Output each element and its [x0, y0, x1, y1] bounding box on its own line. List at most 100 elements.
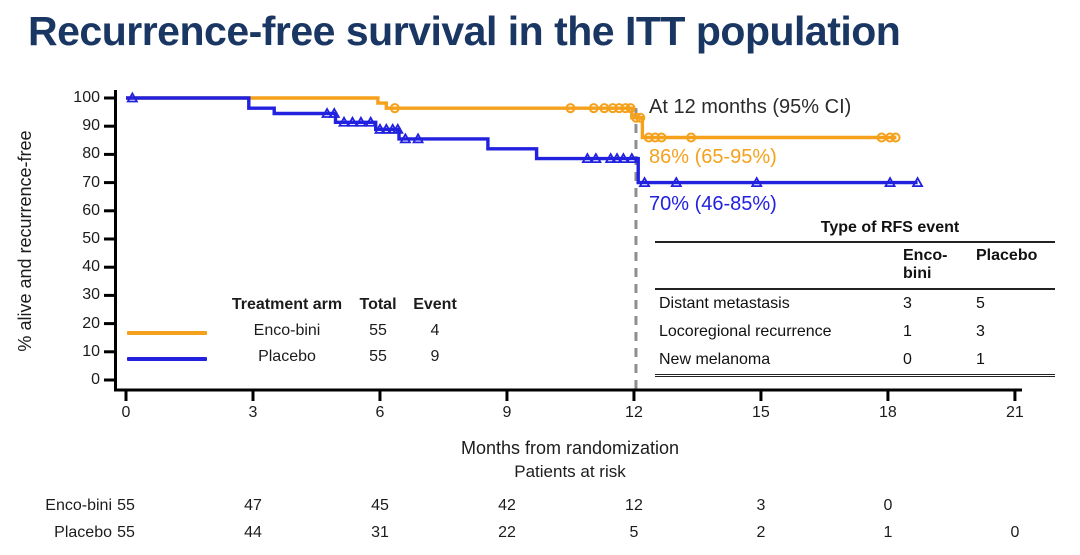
censor-circle-encobini — [686, 132, 697, 143]
legend-event-encobini: 4 — [430, 322, 440, 339]
risk-value: 1 — [883, 524, 893, 541]
rfs-row-label: Locoregional recurrence — [659, 323, 832, 341]
censor-circle-encobini — [389, 103, 400, 114]
risk-row-label: Placebo — [54, 524, 112, 541]
page-title: Recurrence-free survival in the ITT popu… — [28, 8, 901, 54]
legend-label-placebo: Placebo — [258, 348, 316, 365]
x-tick-label: 0 — [121, 404, 131, 421]
risk-value: 0 — [883, 497, 893, 514]
censor-circle-encobini — [588, 103, 599, 114]
censor-triangle-placebo — [884, 176, 897, 187]
rfs-table-row: Locoregional recurrence 1 3 — [655, 318, 1055, 346]
rfs-value-encobini: 3 — [903, 295, 912, 313]
risk-value: 0 — [1010, 524, 1020, 541]
placebo-curve — [126, 96, 918, 185]
rfs-row-label: New melanoma — [659, 351, 771, 369]
censor-triangle-placebo — [604, 152, 617, 164]
legend-swatch-placebo — [127, 357, 207, 361]
risk-row-label: Enco-bini — [45, 497, 112, 514]
rfs-value-encobini: 0 — [903, 351, 912, 369]
risk-value: 42 — [498, 497, 516, 514]
censor-triangle-placebo — [346, 115, 359, 127]
x-axis-title: Months from randomization — [460, 438, 680, 458]
risk-value: 31 — [371, 524, 389, 541]
x-tick-label: 12 — [625, 404, 643, 421]
rfs-value-placebo: 1 — [976, 351, 985, 369]
censor-circle-encobini — [620, 103, 631, 114]
censor-triangle-placebo — [399, 132, 412, 144]
censor-triangle-placebo — [638, 176, 651, 187]
risk-value: 22 — [498, 524, 516, 541]
censor-triangle-placebo — [911, 176, 924, 187]
risk-value: 3 — [756, 497, 766, 514]
censor-circle-encobini — [607, 103, 618, 114]
x-tick-label: 3 — [248, 404, 258, 421]
rfs-header-placebo: Placebo — [968, 242, 1055, 291]
censor-circle-encobini — [625, 103, 636, 114]
legend-swatch-encobini — [127, 331, 207, 335]
censor-triangle-placebo — [581, 152, 594, 164]
legend-total-encobini: 55 — [369, 322, 387, 339]
y-tick-label: 60 — [82, 201, 100, 219]
censor-triangle-placebo — [373, 122, 387, 134]
censor-circle-encobini — [643, 132, 654, 143]
risk-value: 12 — [625, 497, 643, 514]
censor-triangle-placebo — [391, 122, 404, 134]
legend-label-encobini: Enco-bini — [253, 322, 321, 339]
y-tick-label: 90 — [82, 117, 100, 135]
rfs-header-empty — [655, 242, 895, 291]
censor-circle-encobini — [635, 112, 646, 123]
legend-header-treatment-arm: Treatment arm — [231, 296, 343, 313]
y-tick-label: 100 — [73, 89, 100, 106]
censor-triangle-placebo — [354, 115, 367, 127]
rfs-table-title: Type of RFS event — [820, 219, 960, 236]
legend-header-total: Total — [359, 296, 397, 313]
y-tick-label: 40 — [82, 258, 100, 276]
risk-value: 45 — [371, 497, 389, 514]
censor-triangle-placebo — [337, 115, 351, 127]
censor-triangle-placebo — [670, 176, 683, 187]
censor-triangle-placebo — [589, 152, 602, 164]
y-tick-label: 10 — [82, 342, 100, 360]
censor-circle-encobini — [614, 103, 625, 114]
risk-value: 5 — [629, 524, 639, 541]
risk-value: 55 — [117, 497, 135, 514]
x-tick-label: 18 — [879, 404, 897, 421]
y-tick-label: 30 — [82, 286, 100, 304]
censor-triangle-placebo — [412, 132, 425, 144]
censor-triangle-placebo — [625, 152, 638, 164]
censor-triangle-placebo — [380, 122, 393, 134]
legend-header-event: Event — [413, 296, 457, 313]
rfs-value-placebo: 3 — [976, 323, 985, 341]
censor-triangle-placebo — [328, 107, 341, 118]
risk-value: 55 — [117, 524, 135, 541]
x-tick-label: 15 — [752, 404, 770, 421]
censor-triangle-placebo — [126, 91, 139, 103]
rfs-table-header-row: Enco-bini Placebo — [655, 242, 1055, 291]
annotation-at-12-months: At 12 months (95% CI) — [649, 96, 852, 118]
x-tick-label: 9 — [502, 404, 512, 421]
censor-triangle-placebo — [364, 115, 377, 127]
rfs-table-row: Distant metastasis 3 5 — [655, 289, 1055, 318]
rfs-header-encobini: Enco-bini — [895, 242, 968, 291]
rfs-event-table: Type of RFS event Enco-bini Placebo Dist… — [655, 219, 1055, 378]
censor-circle-encobini — [890, 132, 901, 143]
censor-circle-encobini — [565, 103, 576, 114]
annotation-encobini-estimate: 86% (65-95%) — [649, 146, 777, 168]
patients-at-risk-title: Patients at risk — [514, 462, 626, 481]
censor-triangle-placebo — [750, 176, 763, 187]
censor-circle-encobini — [656, 132, 667, 143]
y-tick-label: 70 — [82, 173, 100, 191]
censor-triangle-placebo — [617, 152, 630, 164]
y-tick-label: 80 — [82, 145, 100, 163]
legend-total-placebo: 55 — [369, 348, 387, 365]
censor-circle-encobini — [650, 132, 661, 143]
y-tick-label: 0 — [91, 371, 100, 388]
risk-value: 2 — [756, 524, 766, 541]
risk-value: 47 — [244, 497, 262, 514]
annotation-placebo-estimate: 70% (46-85%) — [649, 193, 777, 215]
y-tick-label: 50 — [82, 230, 100, 247]
censor-triangle-placebo — [321, 107, 334, 118]
